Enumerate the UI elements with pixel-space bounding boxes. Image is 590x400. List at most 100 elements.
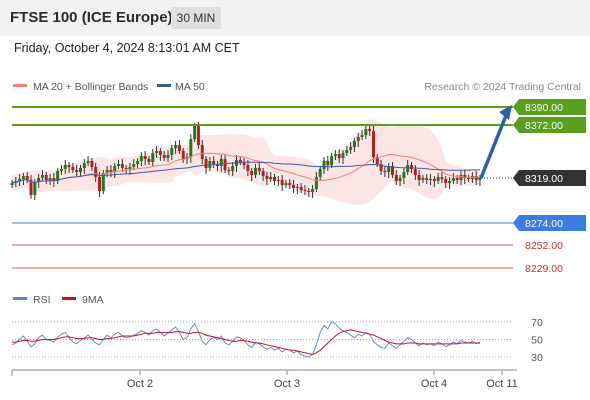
level-tag-8274.00 [513, 215, 586, 231]
candle [280, 175, 284, 191]
ma20-line [11, 152, 481, 184]
candle [402, 168, 406, 184]
candle-body [429, 179, 433, 180]
candle [59, 165, 63, 175]
candle-body [406, 165, 410, 172]
candle [120, 159, 124, 172]
interval-badge[interactable]: 30 MIN [171, 7, 221, 29]
candle [90, 158, 94, 171]
candle [261, 168, 265, 181]
candle-body [56, 171, 60, 181]
candle [200, 140, 204, 164]
candle-body [158, 151, 162, 155]
candle [371, 126, 375, 163]
candle-body [368, 129, 372, 131]
candle [94, 163, 98, 182]
candle [71, 163, 75, 173]
candle [349, 142, 353, 154]
legend-ma9: 9MA [62, 294, 104, 306]
candle [117, 160, 121, 169]
candle-body [189, 139, 193, 157]
rsi-legend-swatch [13, 297, 27, 300]
candle-body [139, 156, 143, 161]
ma20-legend-swatch [13, 84, 27, 87]
candle [212, 156, 216, 168]
candle-body [440, 177, 444, 179]
candle-body [151, 153, 155, 162]
chart-title: FTSE 100 (ICE Europe) [10, 9, 173, 26]
candle [356, 133, 360, 147]
candle [345, 146, 349, 156]
candle [314, 172, 318, 192]
candle-body [394, 175, 398, 181]
candle-body [432, 179, 436, 181]
candle-body [117, 164, 121, 166]
candle-body [120, 164, 124, 168]
candle [284, 180, 288, 188]
candle-body [292, 185, 296, 188]
candle-body [352, 141, 356, 147]
candle-body [98, 177, 102, 191]
candle [307, 188, 311, 197]
candle-body [37, 178, 41, 182]
timestamp: Friday, October 4, 2024 8:13:01 AM CET [14, 41, 240, 55]
candle [155, 146, 159, 158]
candle [189, 134, 193, 163]
candle-body [390, 166, 394, 175]
candle [158, 148, 162, 161]
x-tick-label: Oct 4 [421, 378, 447, 390]
candle [299, 183, 303, 193]
candle-body [360, 135, 364, 137]
ma50-legend-swatch [157, 84, 171, 87]
candle-body [174, 145, 178, 148]
candle-body [94, 167, 98, 177]
candle [246, 160, 250, 176]
candle-body [193, 126, 197, 139]
candle [82, 159, 86, 174]
rsi-legend-label: RSI [33, 294, 51, 306]
candle [181, 148, 185, 163]
candle [269, 172, 273, 182]
candle [440, 172, 444, 183]
level-tag-8319.00 [513, 170, 586, 186]
candle-body [410, 165, 414, 169]
candle [227, 167, 231, 175]
ma9-legend-label: 9MA [82, 294, 104, 306]
candle-body [10, 183, 14, 185]
forecast-arrow-head [499, 105, 512, 120]
candle-body [132, 164, 136, 167]
candle [330, 153, 334, 168]
candle-body [78, 168, 82, 172]
candle-body [261, 171, 265, 176]
candle-body [371, 131, 375, 157]
candle [421, 175, 425, 183]
candle [265, 172, 269, 185]
candle [78, 165, 82, 177]
candle [21, 173, 25, 185]
candle [10, 180, 14, 188]
candle [429, 174, 433, 185]
candle-body [181, 151, 185, 159]
candle-body [75, 170, 79, 172]
candle-body [67, 165, 71, 167]
candle-body [379, 164, 383, 171]
candle-body [333, 154, 337, 156]
forecast-arrow [479, 112, 509, 179]
candle-body [212, 161, 216, 164]
candle [459, 171, 463, 185]
candle-body [288, 183, 292, 185]
candle-body [223, 159, 227, 170]
candle-body [25, 176, 29, 180]
candle [436, 173, 440, 184]
candle-body [265, 176, 269, 179]
candle [139, 152, 143, 166]
candle-body [155, 151, 159, 153]
candle-body [18, 179, 22, 181]
candle [383, 166, 387, 177]
candle-body [463, 175, 467, 178]
candle [215, 161, 219, 171]
candle [147, 156, 151, 165]
candle [193, 123, 197, 142]
candle-body [280, 180, 284, 185]
